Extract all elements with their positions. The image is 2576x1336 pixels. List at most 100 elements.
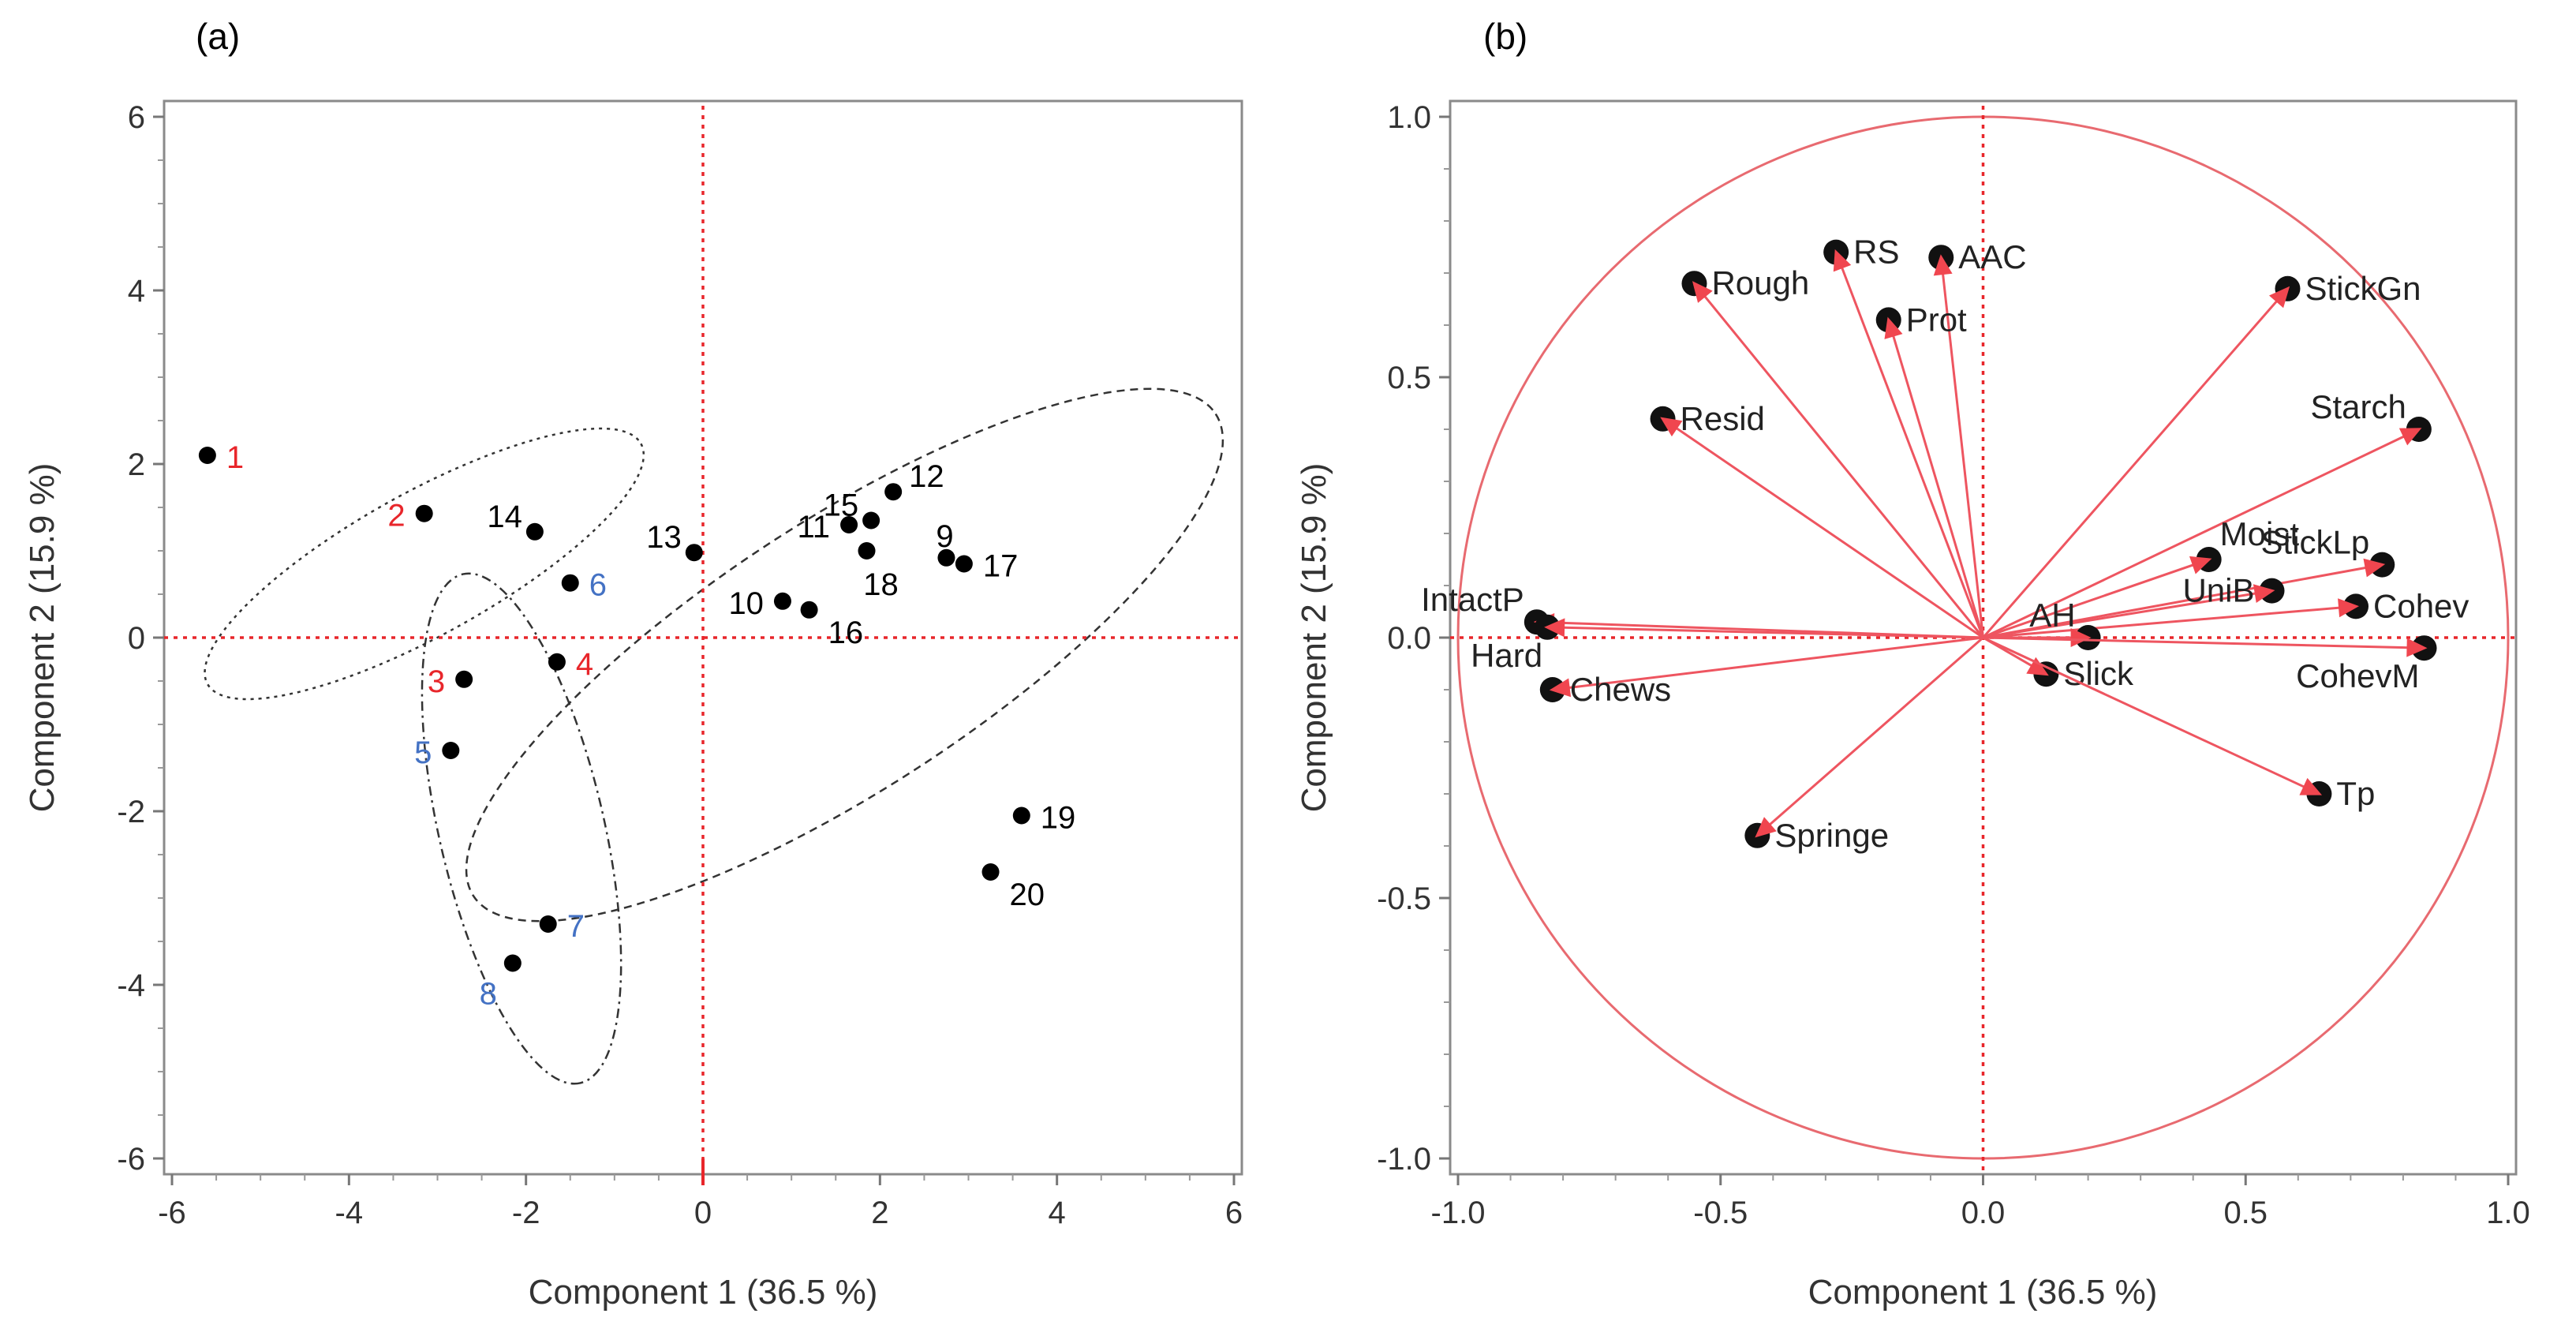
panel-a-point-label: 15 [824,488,859,523]
panel-a-y-tick-label: -4 [117,968,145,1003]
panel-b-vector-arrowhead [2406,638,2428,657]
panel-b-vector-label: CohevM [2296,657,2419,694]
panel-b-vector-arrowhead [1544,618,1565,638]
panel-b-vector-line [1662,417,1984,639]
panel-a-y-axis-title: Component 2 (15.9 %) [23,463,62,813]
panel-b-vector-label: Springe [1774,817,1889,854]
panel-a-point-marker [1012,806,1030,825]
panel-a-x-tick-label: -4 [335,1196,364,1230]
panel-a-point-marker [548,653,566,671]
panel-a-x-tick-label: 2 [871,1196,888,1230]
panel-a-y-tick-label: 0 [128,621,145,656]
panel-a-point-marker [198,447,216,464]
panel-b-vector-line [1939,257,1984,638]
panel-b-vector-label: Starch [2310,388,2406,425]
panel-a-y-tick-label: -6 [117,1142,145,1177]
panel-b-vector-label: AAC [1958,238,2026,275]
panel-b-vector-arrowhead [2253,584,2275,603]
panel-b-vector-arrowhead [1933,254,1953,276]
panel-b-y-tick-label: -0.5 [1377,881,1431,916]
red-group-ellipse [204,427,645,701]
panel-b-vector-arrowhead [1549,678,1572,698]
panel-b-vector-label: UniB [2182,572,2254,609]
panel-b-vector-line [1983,563,2383,639]
panel-a-point-label: 19 [1041,801,1076,836]
panel-a-point-label: 12 [909,459,944,494]
panel-a-point-marker [442,742,460,759]
panel-a-y-tick-label: 4 [128,274,145,309]
panel-b-vector-arrowhead [1692,281,1713,303]
panel-a-point-label: 14 [487,500,522,534]
panel-a-point-label: 6 [589,568,607,603]
panel-b-loading-plot: (b) -1.0 -0.5 0.0 0.5 1.0 -1.0 -0.5 0.0 0.5 1.0 R… [1295,16,2530,1312]
panel-a-point-label: 1 [226,440,244,475]
panel-b-vector-line [1887,319,1984,638]
panel-b-x-axis-title: Component 1 (36.5 %) [1808,1273,2158,1312]
panel-b-y-axis-title: Component 2 (15.9 %) [1295,463,1333,813]
panel-b-vector-arrowhead [2363,558,2386,578]
panel-b-vector-arrowhead [1833,249,1852,272]
panel-a-point-marker [685,544,703,562]
panel-b-vector-arrowhead [2268,286,2290,309]
panel-b-vector-line [1983,636,2425,649]
panel-b-vector-label: Moist [2220,515,2300,552]
panel-a-point-marker [884,483,903,501]
panel-a-point-label: 16 [828,616,864,650]
panel-a-ticks: -6 -4 -2 0 2 4 6 -6 -4 -2 0 2 4 6 [117,100,1243,1230]
panel-b-y-tick-label: 0.5 [1387,361,1431,395]
panel-a-group-ellipses [204,387,1224,1085]
blue-group-ellipse [421,572,623,1085]
panel-a-x-tick-label: -2 [512,1196,540,1230]
panel-b-label: (b) [1483,16,1527,57]
panel-b-vector-arrowhead [2026,657,2049,676]
panel-b-vector-line [1982,287,2289,638]
panel-a-y-tick-label: 2 [128,447,145,482]
panel-b-vector-arrowhead [1755,817,1777,838]
panel-a-x-tick-label: 0 [694,1196,712,1230]
panel-b-vector-label: Tp [2336,775,2375,812]
panel-b-y-tick-label: -1.0 [1377,1142,1431,1177]
panel-b-vector-line [1982,428,2420,639]
panel-a-label: (a) [196,16,240,57]
panel-a-point-marker [415,504,433,522]
panel-b-vector-line [1693,283,1984,638]
panel-b-vector-label: StickLp [2261,524,2370,561]
panel-a-x-tick-label: 6 [1225,1196,1243,1230]
panel-a-point-label: 9 [936,519,953,554]
panel-a-y-tick-label: 6 [128,100,145,135]
black-group-ellipse [465,387,1224,922]
panel-b-vector-label: Cohev [2373,587,2469,624]
panel-b-vector-label: StickGn [2305,270,2421,307]
panel-b-vector-line [1983,604,2357,639]
panel-b-vector-label: Rough [1711,264,1809,301]
panel-b-x-tick-label: 1.0 [2486,1196,2530,1230]
panel-b-vector-line [1756,636,1984,836]
panel-b-vector-line [1982,636,2320,795]
panel-b-vector-arrowhead [1660,417,1683,437]
panel-b-y-tick-label: 0.0 [1387,621,1431,656]
panel-a-point-marker [800,601,818,619]
panel-a-point-marker [862,511,880,530]
panel-a-point-label: 20 [1010,878,1045,912]
panel-b-vector-arrowhead [2189,556,2212,574]
panel-a-point-marker [858,542,876,559]
panel-b-ticks: -1.0 -0.5 0.0 0.5 1.0 -1.0 -0.5 0.0 0.5 1.0 [1377,100,2530,1230]
panel-a-point-label: 18 [863,567,899,602]
panel-a-point-marker [955,555,973,573]
panel-b-vector-label: Slick [2063,655,2134,692]
panel-b-x-tick-label: 0.0 [1961,1196,2006,1230]
panel-b-vector-arrowhead [2398,428,2422,446]
panel-b-vector-label: IntactP [1421,581,1524,618]
panel-b-vector-arrowhead [1884,316,1903,339]
panel-a-reference-lines [164,106,1242,1185]
panel-a-point-marker [525,522,544,541]
panel-b-vector-line [1983,589,2272,639]
panel-b-x-tick-label: 0.5 [2223,1196,2268,1230]
panel-b-vector-label: Hard [1471,637,1542,674]
panel-b-vector-line [1552,636,1983,691]
panel-b-x-tick-label: -1.0 [1431,1196,1486,1230]
panel-b-vector-label: RS [1853,234,1899,271]
